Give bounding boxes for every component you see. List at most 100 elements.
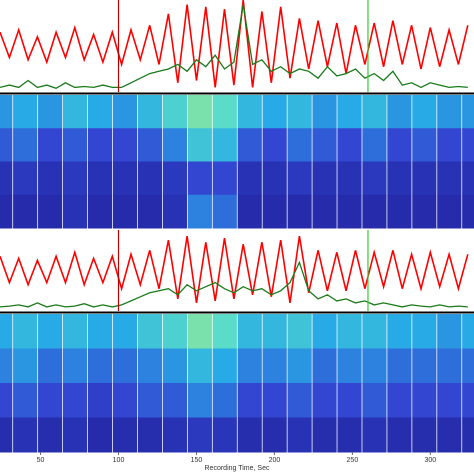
spectrogram-cell (412, 314, 437, 349)
spectrogram-cell (462, 348, 474, 384)
spectrogram-cell (13, 194, 38, 229)
spectrogram-cell (237, 128, 262, 162)
spectrogram-cell (87, 128, 113, 162)
spectrogram-cell (337, 95, 362, 129)
spectrogram-cell (237, 314, 262, 349)
spectrogram-cell (362, 348, 387, 384)
spectrogram-cell (87, 417, 113, 453)
spectrogram-cell (62, 348, 88, 384)
spectrogram-cell (387, 314, 412, 349)
spectrogram-cell (38, 194, 63, 229)
spectrogram-cell (187, 128, 212, 162)
spectrogram-cell (38, 161, 63, 196)
spectrogram-cell (362, 128, 387, 162)
spectrogram-cell (412, 348, 437, 384)
spectrogram-cell (38, 314, 63, 349)
spectrogram-cell (38, 417, 63, 453)
spectrogram-cell (112, 383, 138, 418)
spectrogram-cell (162, 383, 187, 418)
spectrogram-cell (212, 383, 237, 418)
spectrogram-cell (237, 194, 262, 229)
spectrogram-cell (237, 383, 262, 418)
spectrogram-cell (337, 383, 362, 418)
spectrogram-cell (387, 348, 412, 384)
spectrogram-cell (137, 95, 163, 129)
spectrogram-cell (13, 128, 38, 162)
spectrogram-cell (362, 314, 387, 349)
spectrogram-cell (38, 95, 63, 129)
spectrogram-cell (187, 417, 212, 453)
spectrogram-cell (212, 314, 237, 349)
spectrogram-cell (112, 194, 138, 229)
spectrogram-cell (362, 417, 387, 453)
spectrogram-cell (62, 417, 88, 453)
spectrogram-cell (412, 194, 437, 229)
spectrogram-cell (162, 95, 187, 129)
spectrogram-cell (287, 161, 312, 196)
spectrogram-cell (262, 348, 287, 384)
spectrogram-cell (137, 128, 163, 162)
spectrogram-cell (187, 314, 212, 349)
spectrogram-cell (0, 95, 13, 129)
spectrogram-cell (262, 417, 287, 453)
spectrogram-cell (212, 348, 237, 384)
spectrogram-cell (262, 314, 287, 349)
spectrogram-cell (137, 383, 163, 418)
spectrogram-cell (312, 314, 337, 349)
spectrogram-cell (462, 128, 474, 162)
spectrogram-cell (462, 194, 474, 229)
spectrogram-cell (187, 348, 212, 384)
signal-line (0, 235, 469, 304)
spectrogram-cell (62, 128, 88, 162)
spectrogram-cell (62, 95, 88, 129)
spectrogram-cell (62, 314, 88, 349)
spectrogram-cell (437, 348, 462, 384)
spectrogram-cell (362, 95, 387, 129)
spectrogram-cell (437, 314, 462, 349)
spectrogram-cell (237, 95, 262, 129)
spectrogram-cell (87, 194, 113, 229)
spectrogram-cell (162, 161, 187, 196)
spectrogram-cell (412, 128, 437, 162)
spectrogram-cell (212, 417, 237, 453)
spectrogram-cell (13, 314, 38, 349)
spectrogram-cell (387, 128, 412, 162)
spectrogram-cell (62, 161, 88, 196)
spectrogram-cell (312, 417, 337, 453)
spectrogram-cell (13, 348, 38, 384)
spectrogram-cell (237, 417, 262, 453)
spectrogram-cell (412, 383, 437, 418)
x-tick-label: 300 (424, 457, 436, 464)
spectrogram-cell (137, 417, 163, 453)
spectrogram-cell (112, 161, 138, 196)
spectrogram-cell (262, 194, 287, 229)
spectrogram-cell (0, 194, 13, 229)
spectrogram-cell (38, 383, 63, 418)
spectrogram-cell (187, 95, 212, 129)
spectrogram-cell (237, 161, 262, 196)
spectrogram-cell (0, 383, 13, 418)
spectrogram-cell (0, 314, 13, 349)
signal-line (0, 0, 469, 88)
spectrogram-cell (337, 128, 362, 162)
spectrogram-cell (0, 348, 13, 384)
spectrogram-cell (112, 348, 138, 384)
spectrogram-cell (187, 383, 212, 418)
spectrogram-cell (13, 95, 38, 129)
spectrogram-cell (38, 348, 63, 384)
spectrogram-cell (87, 383, 113, 418)
spectrogram-cell (162, 314, 187, 349)
spectrogram-cell (87, 95, 113, 129)
spectrogram-cell (312, 161, 337, 196)
spectrogram-cell (262, 161, 287, 196)
spectrogram-cell (0, 417, 13, 453)
spectrogram-cell (462, 161, 474, 196)
spectrogram-cell (62, 194, 88, 229)
spectrogram-cell (387, 194, 412, 229)
spectrogram-cell (312, 194, 337, 229)
spectrogram-cell (262, 95, 287, 129)
spectrogram-cell (462, 383, 474, 418)
spectrogram-cell (187, 161, 212, 196)
